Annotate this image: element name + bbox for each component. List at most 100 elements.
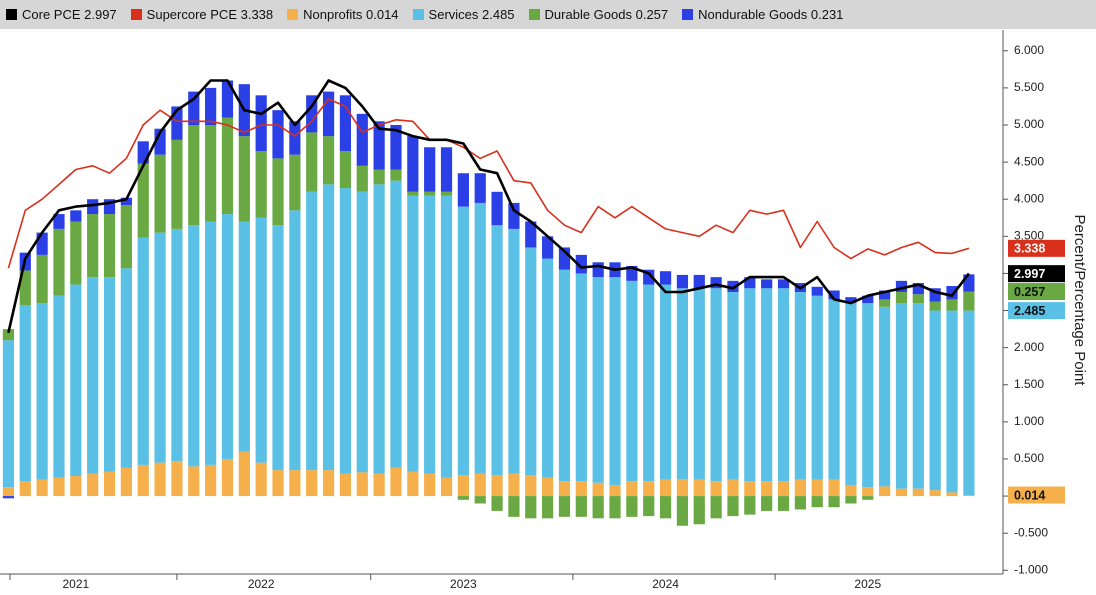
bar-segment [457,206,469,476]
bar-segment [963,291,975,311]
legend-item: Supercore PCE 3.338 [130,7,273,22]
bar-segment [828,479,840,497]
bar-segment [205,221,217,465]
bar-segment [963,310,975,496]
bar-segment [171,106,183,140]
legend-label: Durable Goods 0.257 [544,7,669,22]
bar-segment [626,266,638,281]
bar-segment [693,496,705,525]
bar-segment [238,136,250,222]
bar-segment [659,284,672,480]
bar-segment [390,169,402,181]
bar-segment [710,277,722,289]
bar-segment [744,277,756,289]
bar-segment [457,496,469,500]
bar-segment [777,288,790,482]
bar-segment [36,254,48,304]
bar-segment [322,91,335,137]
bar-segment [103,199,116,215]
bar-segment [693,274,705,289]
bar-segment [474,173,486,203]
bar-segment [440,147,453,192]
bar-segment [154,128,166,155]
bar-segment [255,95,267,151]
legend-label: Services 2.485 [428,7,515,22]
bar-segment [154,154,166,233]
bar-segment [525,247,537,476]
bar-segment [205,87,217,125]
bar-segment [457,475,469,497]
bar-segment [120,467,132,497]
bar-segment [440,195,453,478]
bar-segment [255,150,267,218]
bar-segment [474,202,486,474]
bar-segment [407,191,419,196]
bar-segment [87,473,99,497]
legend-item: Nondurable Goods 0.231 [682,7,843,22]
bar-segment [744,288,756,482]
bar-segment [592,496,604,519]
bar-segment [845,496,857,504]
bar-segment [761,496,773,511]
bar-segment [53,228,65,296]
bar-segment [525,475,537,497]
bar-segment [542,258,554,478]
bar-segment [390,180,402,468]
bar-segment [727,496,739,517]
bar-segment [87,214,99,278]
bar-segment [659,479,672,497]
y-tick-label: 1.000 [1014,414,1044,428]
bar-segment [272,225,284,471]
legend-swatch [287,9,299,20]
bar-segment [154,462,166,497]
bar-segment [2,487,15,497]
bar-segment [659,271,672,285]
bar-segment [103,277,116,472]
end-tag [1008,265,1065,283]
bar-segment [356,113,368,166]
bar-segment [373,169,385,185]
end-tag [1008,486,1065,504]
legend: Core PCE 2.997 Supercore PCE 3.338 Nonprof… [0,0,1096,29]
bar-segment [289,470,301,497]
bar-segment [87,199,99,215]
bar-segment [828,299,840,480]
bar-segment [794,479,806,497]
bar-segment [761,481,773,497]
y-tick-label: -1.000 [1014,562,1048,576]
bar-segment [744,496,756,515]
bar-segment [2,496,15,499]
bar-segment [70,210,82,222]
bar-segment [609,496,621,519]
bar-segment [727,291,739,480]
bar-segment [895,291,908,304]
bar-segment [407,471,419,497]
bar-segment [339,188,352,474]
bar-segment [929,490,941,497]
bar-segment [2,329,15,341]
bar-segment [895,488,908,497]
bar-segment [120,205,132,269]
legend-swatch [682,9,694,20]
end-tag [1008,302,1065,320]
bar-segment [491,225,503,476]
bar-segment [137,163,149,238]
bar-segment [693,288,705,480]
bar-segment [946,299,958,311]
bar-segment [221,458,234,497]
y-tick-label: 2.000 [1014,340,1044,354]
bar-segment [424,473,436,497]
bar-segment [862,496,874,500]
bar-segment [727,479,739,497]
bar-segment [929,288,941,302]
bar-segment [811,286,823,296]
bar-segment [255,217,267,463]
bar-segment [558,247,571,270]
bar-segment [289,154,301,211]
bar-segment [710,288,722,482]
bar-segment [491,191,503,226]
bar-segment [120,268,132,468]
bar-segment [946,310,958,493]
bar-segment [19,481,31,497]
